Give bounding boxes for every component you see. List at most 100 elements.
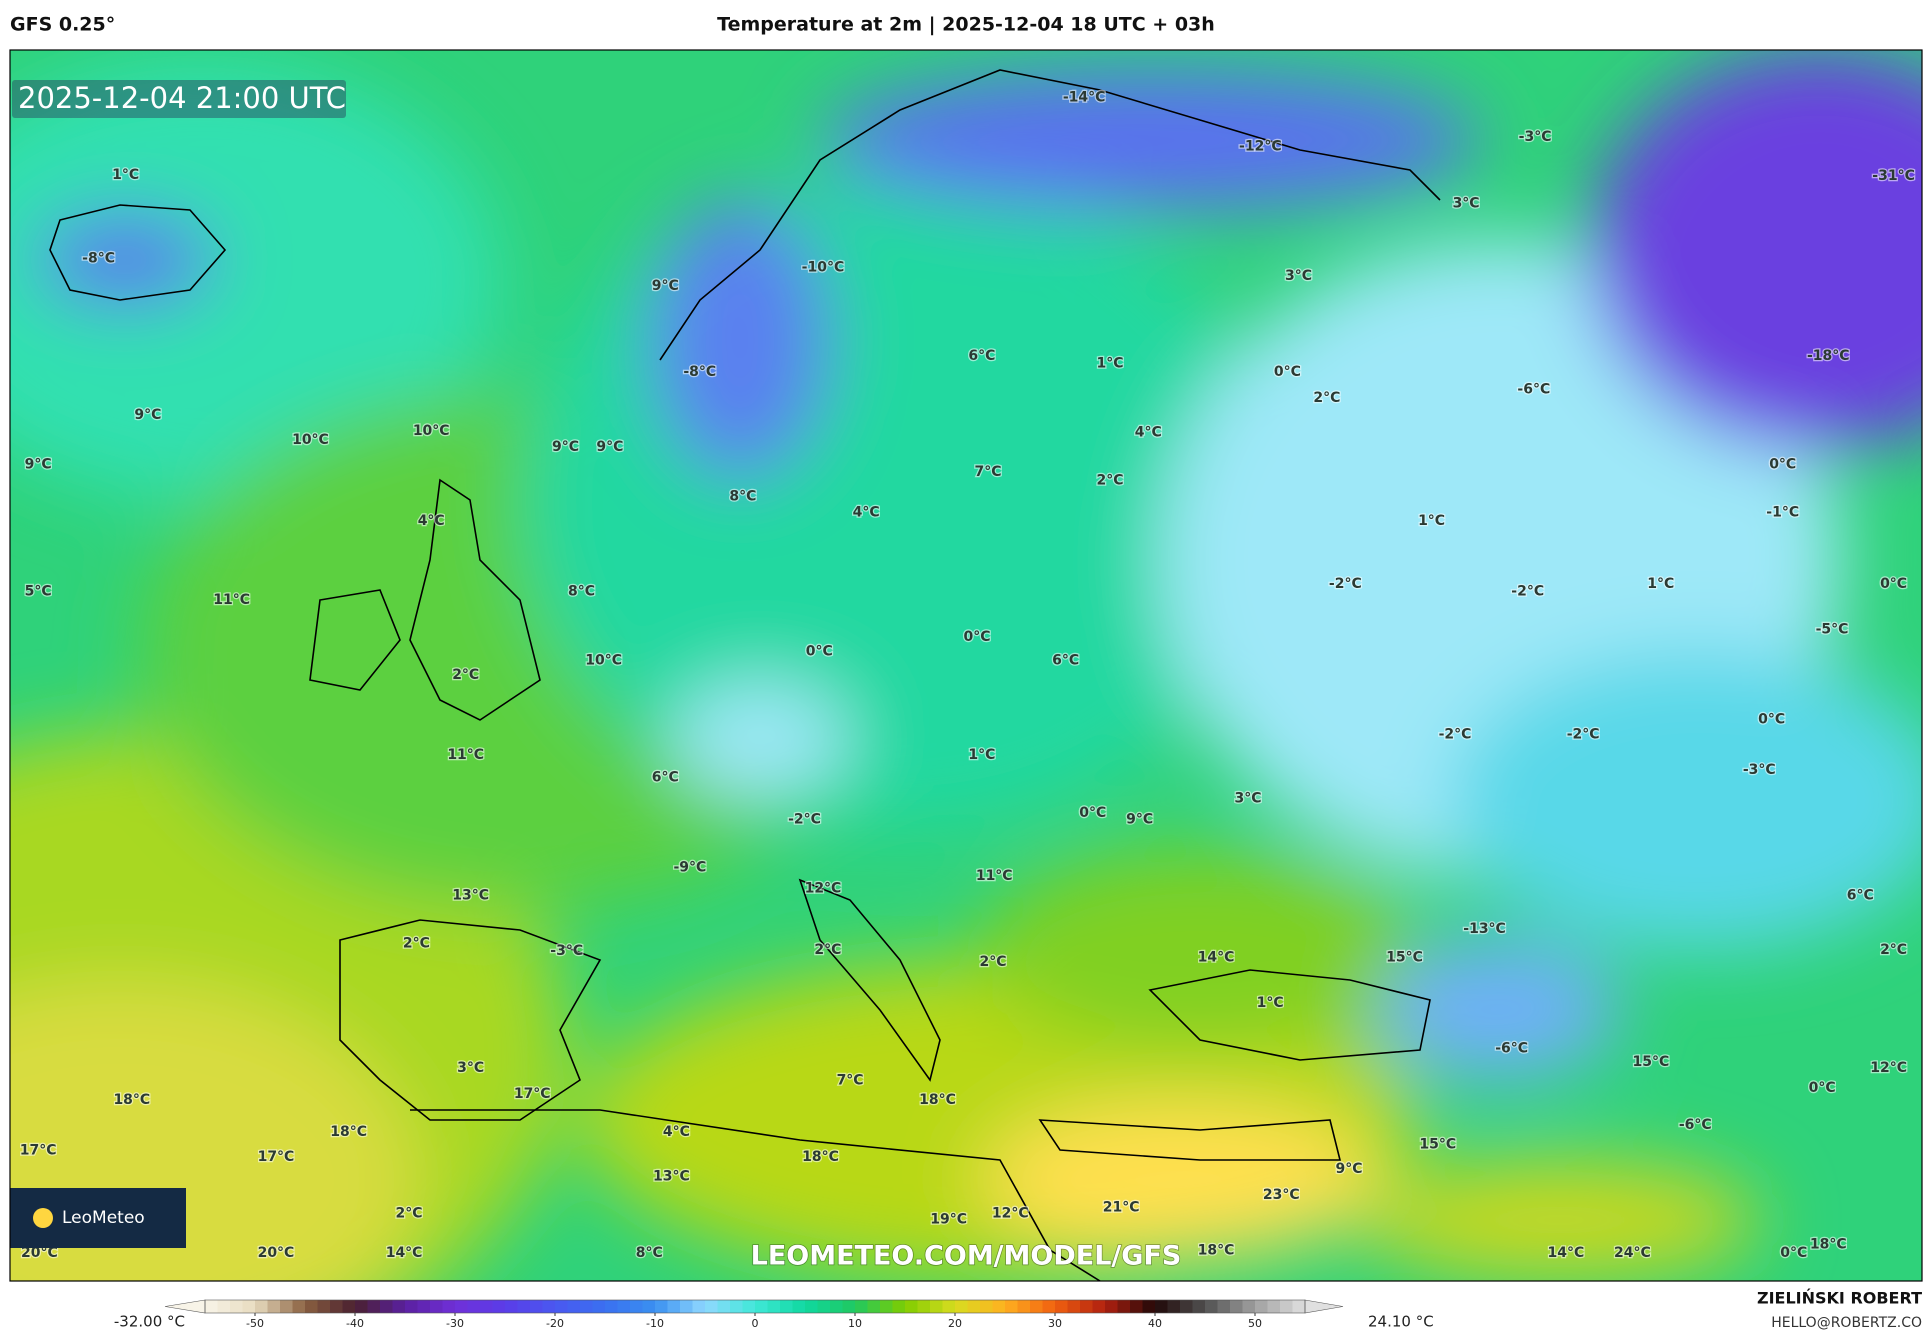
field <box>820 70 1480 210</box>
colorbar-swatch <box>817 1300 831 1313</box>
colorbar-swatch <box>1067 1300 1081 1313</box>
brand-sun <box>33 1208 53 1228</box>
temperature-label: 2°C <box>396 1206 423 1222</box>
coastline <box>1148 969 1431 1061</box>
colorbar-swatch <box>805 1300 818 1313</box>
colorbar-swatch <box>1292 1300 1306 1313</box>
temperature-label: 3°C <box>457 1060 484 1076</box>
temperature-label: 4°C <box>663 1124 690 1140</box>
temperature-label: 0°C <box>1079 805 1106 821</box>
field <box>1590 50 1922 450</box>
colorbar-swatch <box>917 1300 931 1313</box>
colorbar-tick-label: -10 <box>646 1317 664 1330</box>
temperature-label: 9°C <box>1126 811 1153 827</box>
temperature-label: 9°C <box>552 439 579 455</box>
colorbar-swatch <box>505 1300 518 1313</box>
temperature-label: 10°C <box>413 423 450 439</box>
temperature-label: -3°C <box>1519 129 1552 145</box>
temperature-label: 21°C <box>1103 1199 1140 1215</box>
time-box <box>12 80 346 118</box>
colorbar-swatch <box>1267 1300 1281 1313</box>
temperature-label: 1°C <box>1647 576 1674 592</box>
temperature-label: 6°C <box>968 348 995 364</box>
colorbar-swatch <box>530 1300 543 1313</box>
temperature-label: 14°C <box>1198 949 1235 965</box>
colorbar-swatch <box>1080 1300 1093 1313</box>
colorbar-tick-label: 50 <box>1248 1317 1262 1330</box>
colorbar-swatch <box>1205 1300 1218 1313</box>
colorbar-swatch <box>1142 1300 1156 1313</box>
colorbar-tick-label: -50 <box>246 1317 264 1330</box>
temperature-label: -10°C <box>802 259 845 275</box>
colorbar-swatch <box>867 1300 881 1313</box>
temperature-label: -5°C <box>1816 622 1849 638</box>
temperature-label: -2°C <box>788 811 821 827</box>
colorbar-swatch <box>392 1300 406 1313</box>
temperature-label: 10°C <box>585 652 622 668</box>
temperature-label: 12°C <box>992 1206 1029 1222</box>
colorbar-swatch <box>355 1300 368 1313</box>
colorbar-tick-label: 20 <box>948 1317 962 1330</box>
temperature-label: -2°C <box>1439 726 1472 742</box>
temperature-label: 4°C <box>853 505 880 521</box>
temperature-label: 9°C <box>134 407 161 423</box>
temperature-label: -3°C <box>1743 762 1776 778</box>
temperature-label: 19°C <box>930 1212 967 1228</box>
colorbar-swatch <box>830 1300 843 1313</box>
temperature-label: 4°C <box>418 513 445 529</box>
colorbar-swatch <box>1105 1300 1118 1313</box>
temperature-label: 0°C <box>1274 364 1301 380</box>
colorbar-end <box>1304 1299 1344 1314</box>
temperature-label: 23°C <box>1263 1187 1300 1203</box>
colorbar-swatch <box>880 1300 893 1313</box>
colorbar-swatch <box>717 1300 731 1313</box>
temperature-label: 9°C <box>596 439 623 455</box>
colorbar-swatch <box>692 1300 706 1313</box>
temperature-label: -1°C <box>1766 505 1799 521</box>
temperature-label: -6°C <box>1495 1040 1528 1056</box>
colorbar-swatch <box>842 1300 856 1313</box>
temperature-label: 1°C <box>968 747 995 763</box>
colorbar-swatch <box>267 1300 281 1313</box>
temperature-field <box>10 50 1922 1281</box>
map-frame <box>9 49 1923 1282</box>
temperature-label: 6°C <box>1847 888 1874 904</box>
colorbar-swatch <box>730 1300 743 1313</box>
temperature-label: 15°C <box>1419 1137 1456 1153</box>
colorbar-swatch <box>955 1300 968 1313</box>
colorbar-swatch <box>667 1300 681 1313</box>
temperature-label: 7°C <box>837 1072 864 1088</box>
temperature-label: 13°C <box>452 888 489 904</box>
field <box>520 170 1280 830</box>
temperature-label: -2°C <box>1511 583 1544 599</box>
temperature-label: -2°C <box>1329 576 1362 592</box>
valid-time: 2025-12-04 21:00 UTC <box>18 81 346 115</box>
temperature-label: 11°C <box>976 868 1013 884</box>
temperature-label: 15°C <box>1386 949 1423 965</box>
temperature-label: 1°C <box>1418 513 1445 529</box>
coastline <box>659 69 1441 361</box>
colorbar-min: -32.00 °C <box>114 1313 185 1331</box>
colorbar-swatch <box>342 1300 356 1313</box>
temperature-label: 3°C <box>1235 790 1262 806</box>
coastline <box>409 478 541 721</box>
colorbar-swatch <box>780 1300 793 1313</box>
watermark: LEOMETEO.COM/MODEL/GFS <box>751 1241 1182 1272</box>
temperature-label: 18°C <box>919 1092 956 1108</box>
colorbar-swatch <box>442 1300 456 1313</box>
colorbar-swatch <box>242 1300 256 1313</box>
field <box>670 680 850 800</box>
colorbar-swatch <box>617 1300 631 1313</box>
colorbar-swatch <box>1167 1300 1181 1313</box>
coastline <box>410 1109 1101 1281</box>
temperature-label: 4°C <box>1135 424 1162 440</box>
colorbar-swatch <box>630 1300 643 1313</box>
colorbar-swatch <box>1055 1300 1068 1313</box>
colorbar-tick-label: -20 <box>546 1317 564 1330</box>
field <box>980 850 1420 1050</box>
temperature-label: -6°C <box>1517 381 1550 397</box>
temperature-label: 7°C <box>975 464 1002 480</box>
field <box>10 60 500 500</box>
temperature-labels: 1°C -8°C 9°C -10°C -14°C -12°C -3°C 3°C -31°C 3°C… <box>19 88 1917 1262</box>
